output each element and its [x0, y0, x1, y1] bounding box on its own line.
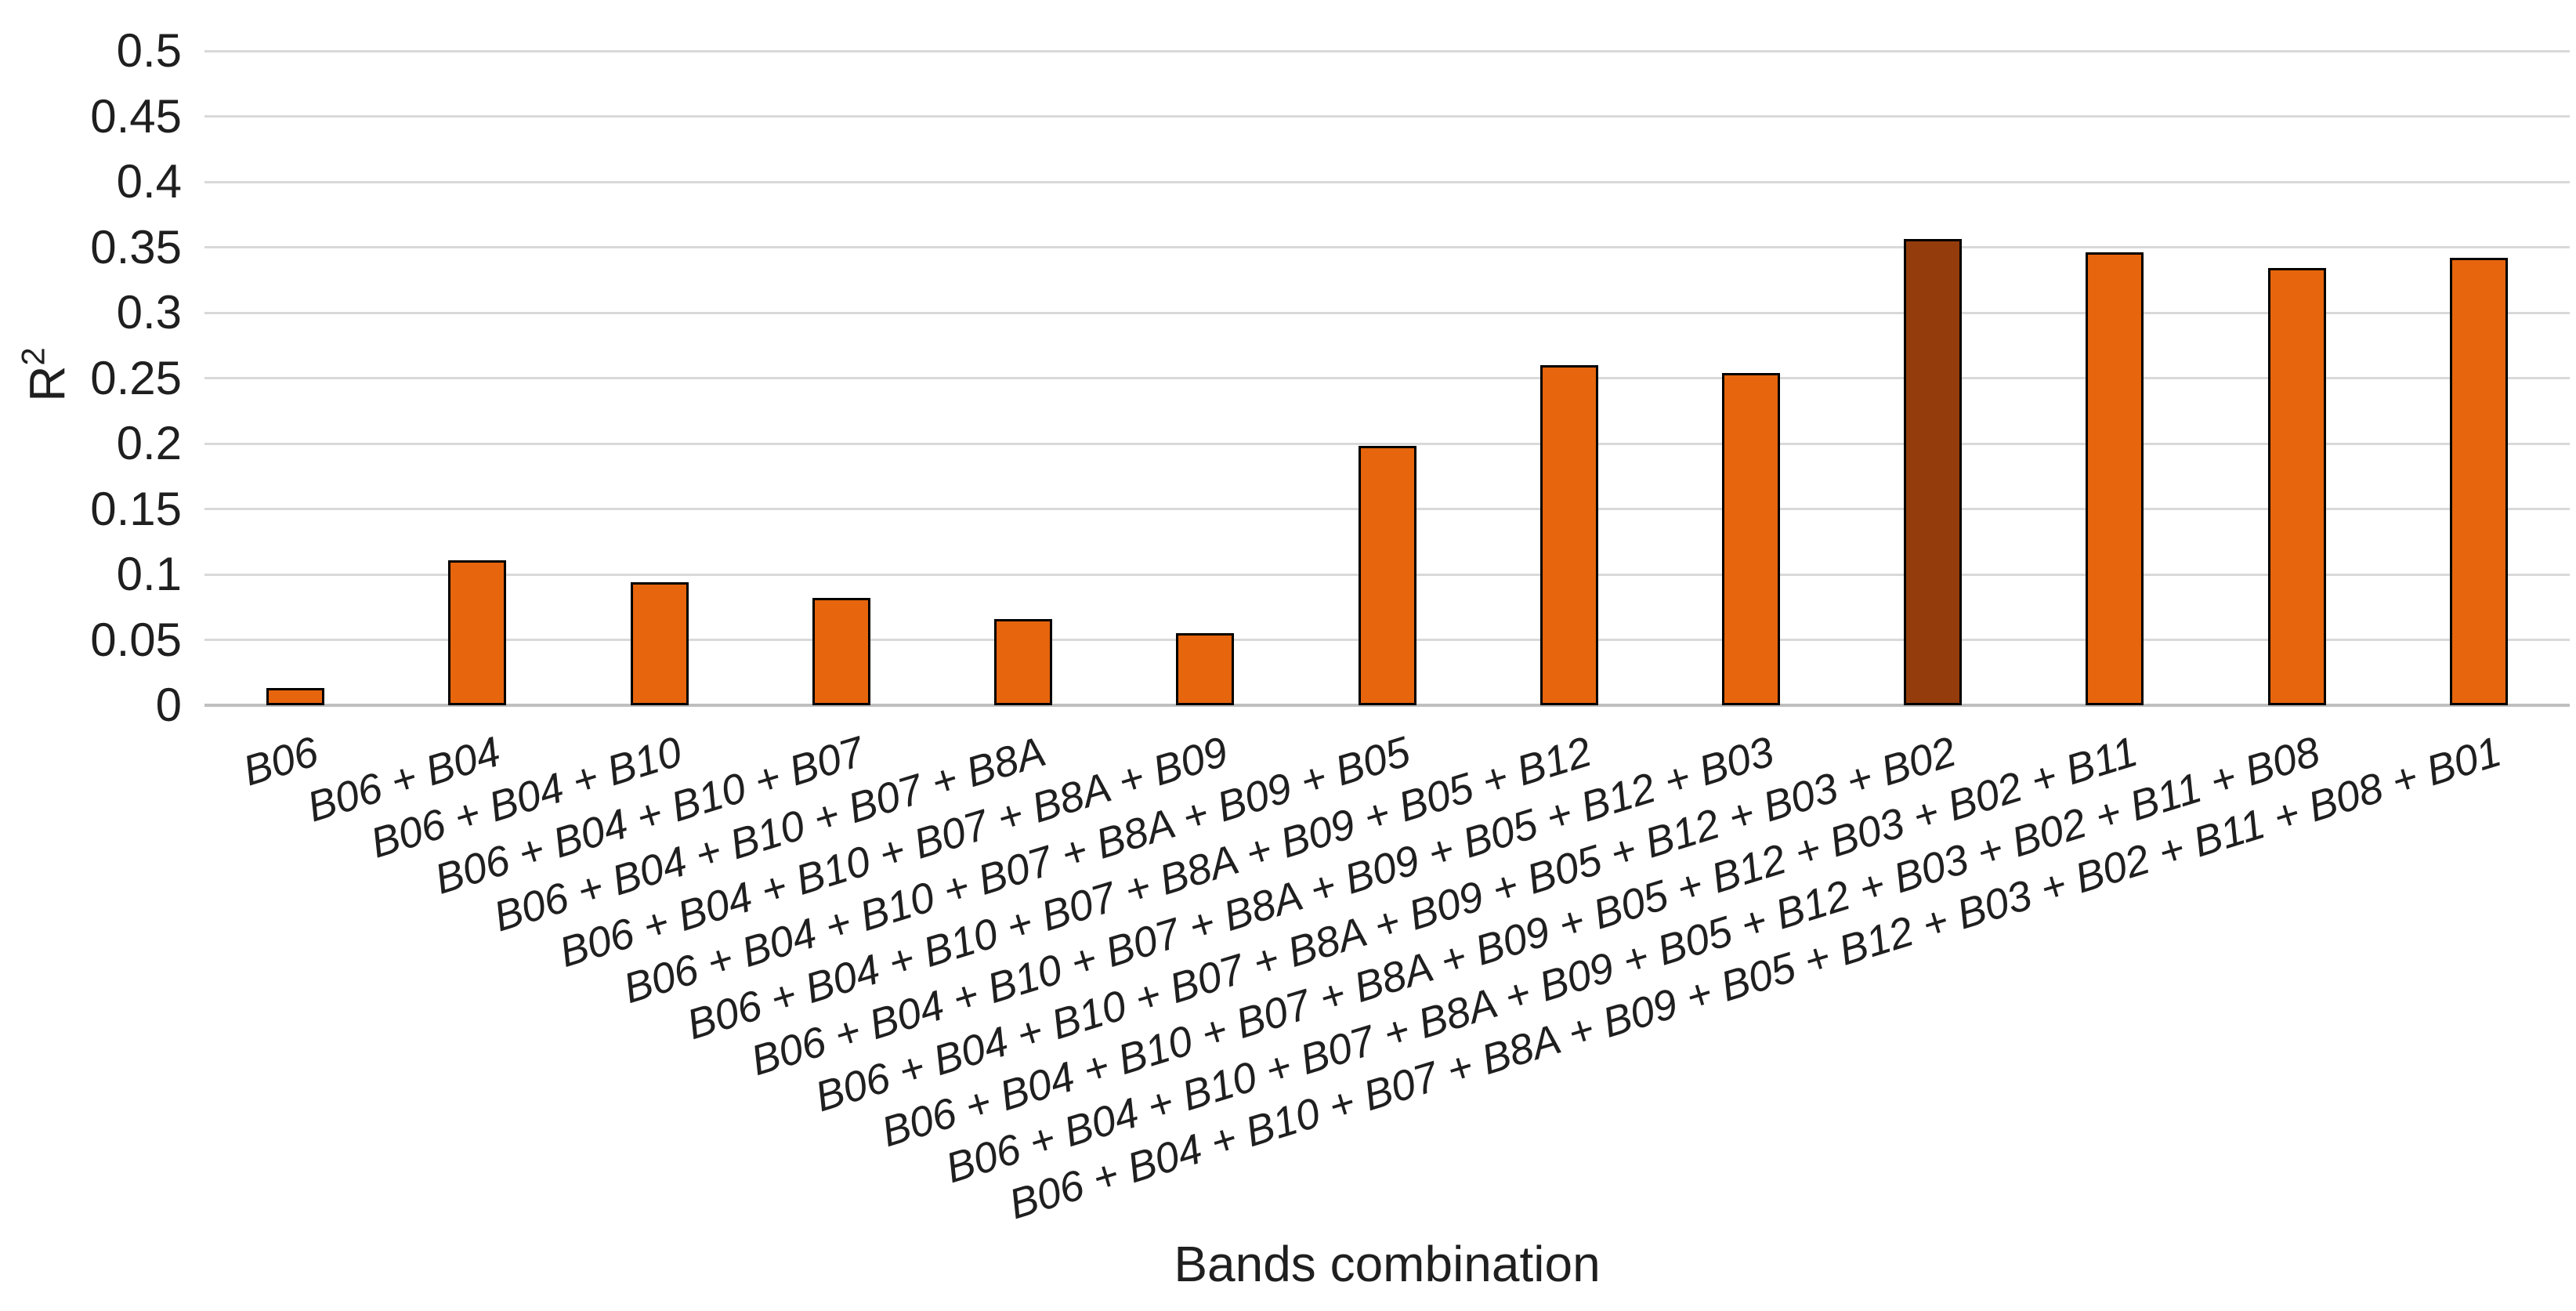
gridline [204, 246, 2570, 248]
bar [630, 582, 689, 705]
bar [1539, 364, 1598, 705]
bar [1904, 239, 1963, 705]
bar [2449, 257, 2508, 705]
gridline [204, 311, 2570, 314]
gridline [204, 49, 2570, 53]
y-tick-label: 0.25 [90, 351, 182, 404]
y-axis-title: R2 [15, 347, 77, 402]
x-axis-line [204, 704, 2570, 707]
y-tick-label: 0.2 [116, 417, 182, 469]
y-axis-title-superscript: 2 [14, 347, 52, 366]
y-tick-label: 0.45 [90, 89, 182, 143]
gridline [204, 180, 2570, 183]
bar [812, 598, 870, 705]
gridline [204, 442, 2570, 445]
x-axis-title: Bands combination [1174, 1236, 1601, 1292]
y-axis-title-text: R [19, 365, 76, 402]
y-tick-label: 0.5 [116, 24, 182, 77]
y-tick-label: 0.05 [90, 613, 182, 666]
bar [994, 618, 1053, 705]
gridline [204, 377, 2570, 379]
bar [1358, 446, 1416, 705]
bar [1176, 633, 1235, 705]
y-tick-label: 0 [155, 679, 182, 731]
bar [1721, 372, 1780, 705]
gridline [204, 115, 2570, 118]
bar [266, 688, 325, 705]
y-tick-label: 0.4 [116, 155, 182, 208]
y-tick-label: 0.3 [116, 286, 182, 339]
y-tick-label: 0.35 [90, 220, 182, 273]
bar [2267, 268, 2326, 705]
y-tick-label: 0.15 [90, 482, 182, 535]
bar [2086, 252, 2144, 705]
y-tick-label: 0.1 [116, 548, 182, 600]
bar [448, 560, 507, 705]
